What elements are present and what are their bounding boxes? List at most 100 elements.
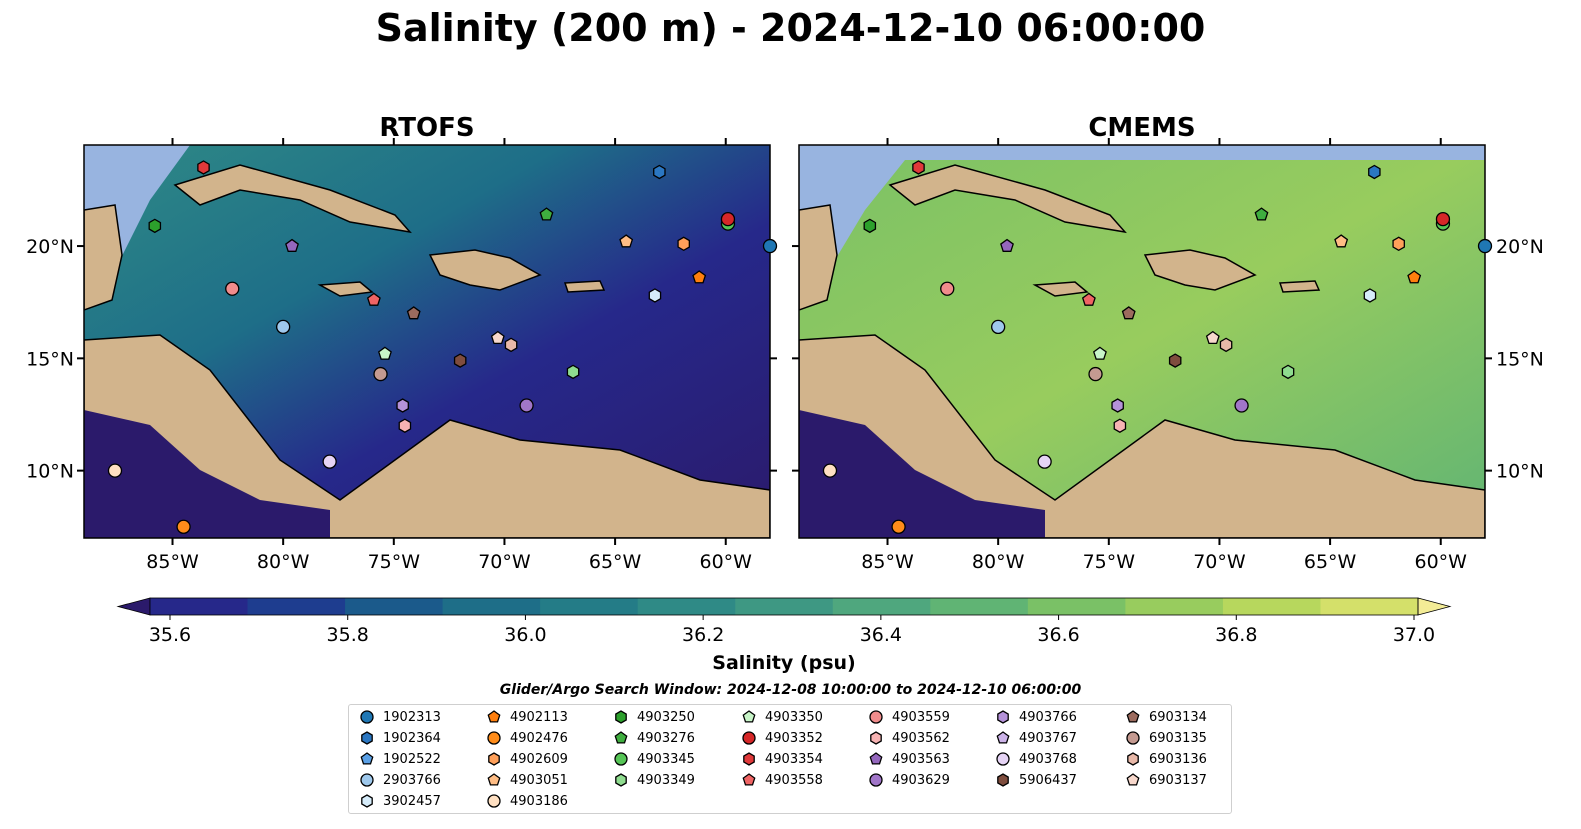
legend-item-6903137: 6903137	[1125, 770, 1207, 790]
lat-tick-label: 10°N	[26, 461, 74, 483]
colorbar-extend-high	[1417, 597, 1452, 616]
cmems-land-hispaniola	[1143, 249, 1257, 291]
platform-marker-4902609	[677, 236, 690, 252]
platform-marker-4903276	[539, 207, 554, 221]
platform-marker-4902476	[176, 519, 191, 534]
lon-tick-label: 80°W	[972, 551, 1025, 573]
colorbar-cells	[116, 597, 1452, 616]
legend-label: 1902313	[383, 709, 441, 725]
legend-marker	[997, 710, 1009, 724]
legend-item-4903558: 4903558	[741, 770, 823, 790]
lat-tick-label: 15°N	[1496, 348, 1544, 370]
lon-tick-label: 60°W	[1415, 551, 1468, 573]
legend-marker	[869, 752, 883, 765]
legend-label: 4903345	[637, 751, 695, 767]
platform-marker-4903559	[225, 281, 240, 296]
platform-marker-3902457	[648, 288, 662, 303]
legend-marker	[1126, 773, 1140, 786]
colorbar-cell	[345, 598, 444, 615]
legend-marker	[487, 731, 501, 745]
legend-marker	[996, 752, 1010, 766]
platform-marker-4903563	[285, 238, 299, 252]
legend-item-3902457: 3902457	[359, 791, 441, 811]
colorbar-tick-label: 36.6	[1037, 624, 1079, 646]
legend-marker-icon	[615, 710, 627, 724]
colorbar-tick-label: 36.2	[682, 624, 724, 646]
legend-item-4903350: 4903350	[741, 707, 823, 727]
legend-marker-icon	[869, 773, 883, 787]
cmems-land-yucatan	[799, 204, 838, 311]
legend-marker	[487, 773, 501, 786]
rtofs-land-puerto-rico	[563, 280, 606, 293]
legend-label: 4903768	[1019, 751, 1077, 767]
legend-label: 4902476	[510, 730, 568, 746]
legend-marker-icon	[869, 710, 883, 724]
lon-tick-label: 70°W	[1193, 551, 1246, 573]
search-window-label: Glider/Argo Search Window: 2024-12-08 10…	[499, 682, 1082, 698]
platform-marker-4903629	[519, 398, 534, 413]
colorbar-cell	[637, 598, 736, 615]
legend-label: 6903136	[1149, 751, 1207, 767]
legend-marker-icon	[1127, 752, 1139, 766]
legend-label: 4903352	[765, 730, 823, 746]
colorbar-tick-label: 36.4	[860, 624, 902, 646]
colorbar-ticks: 35.6 35.8 36.0 36.2 36.4 36.6 36.8 37.0	[149, 615, 1435, 646]
colorbar-tick-label: 35.6	[149, 624, 191, 646]
platform-marker-4903354	[912, 160, 925, 175]
legend-item-4903345: 4903345	[613, 749, 695, 769]
legend-marker	[488, 752, 500, 766]
legend-marker	[361, 794, 373, 808]
legend-marker-icon	[615, 773, 627, 787]
platform-marker-6903136	[1219, 337, 1233, 353]
platform-marker-2903766	[276, 319, 291, 335]
legend-item-4903354: 4903354	[741, 749, 823, 769]
legend-label: 5906437	[1019, 772, 1077, 788]
colorbar-cell	[930, 598, 1029, 615]
platform-marker-4903352	[720, 211, 736, 227]
platform-marker-5906437	[453, 353, 467, 368]
legend-item-1902522: 1902522	[359, 749, 441, 769]
cmems-land-central-south-america	[799, 334, 1485, 538]
legend-item-4903186: 4903186	[486, 791, 568, 811]
rtofs-land-jamaica	[317, 281, 374, 297]
platform-markers	[107, 160, 1493, 534]
platform-marker-5906437	[1168, 353, 1182, 368]
legend-item-4902476: 4902476	[486, 728, 568, 748]
platform-marker-3902457	[1363, 288, 1377, 303]
colorbar-extend-low	[116, 597, 151, 616]
legend-item-4903562: 4903562	[868, 728, 950, 748]
legend-marker	[742, 731, 756, 745]
platform-marker-4903562	[398, 418, 412, 433]
legend-marker-icon	[487, 710, 501, 723]
legend-item-1902364: 1902364	[359, 728, 441, 748]
platform-marker-4903768	[322, 454, 337, 469]
legend-marker	[614, 752, 628, 766]
legend-marker	[869, 710, 883, 724]
legend-item-4903563: 4903563	[868, 749, 950, 769]
platform-marker-1902364	[653, 164, 666, 180]
rtofs-panel-title: RTOFS	[379, 113, 474, 143]
lat-tick-label: 10°N	[1496, 461, 1544, 483]
rtofs-land-hispaniola	[428, 249, 542, 291]
platform-marker-4903250	[148, 218, 162, 234]
legend-item-4903276: 4903276	[613, 728, 695, 748]
cmems-map-frame	[798, 144, 1486, 539]
lon-tick-label: 80°W	[257, 551, 310, 573]
lon-tick-label: 75°W	[368, 551, 421, 573]
legend-marker-icon	[742, 710, 756, 723]
platform-legend: 1902313 1902364 1902522 2903766 3902457 49021…	[348, 704, 1232, 814]
legend-label: 4903767	[1019, 730, 1077, 746]
legend-label: 6903137	[1149, 772, 1207, 788]
legend-marker	[743, 752, 755, 766]
rtofs-map-panel: RTOFS	[83, 113, 771, 539]
colorbar-cell	[442, 598, 541, 615]
lat-tick-label: 20°N	[26, 236, 74, 258]
cmems-land-puerto-rico	[1278, 280, 1321, 293]
legend-item-4903766: 4903766	[995, 707, 1077, 727]
colorbar-cell	[1222, 598, 1321, 615]
legend-marker-icon	[614, 731, 628, 744]
legend-item-4902609: 4902609	[486, 749, 568, 769]
colorbar-tick-label: 36.8	[1215, 624, 1257, 646]
rtofs-land-central-south-america	[84, 334, 770, 538]
legend-marker-icon	[997, 773, 1009, 787]
